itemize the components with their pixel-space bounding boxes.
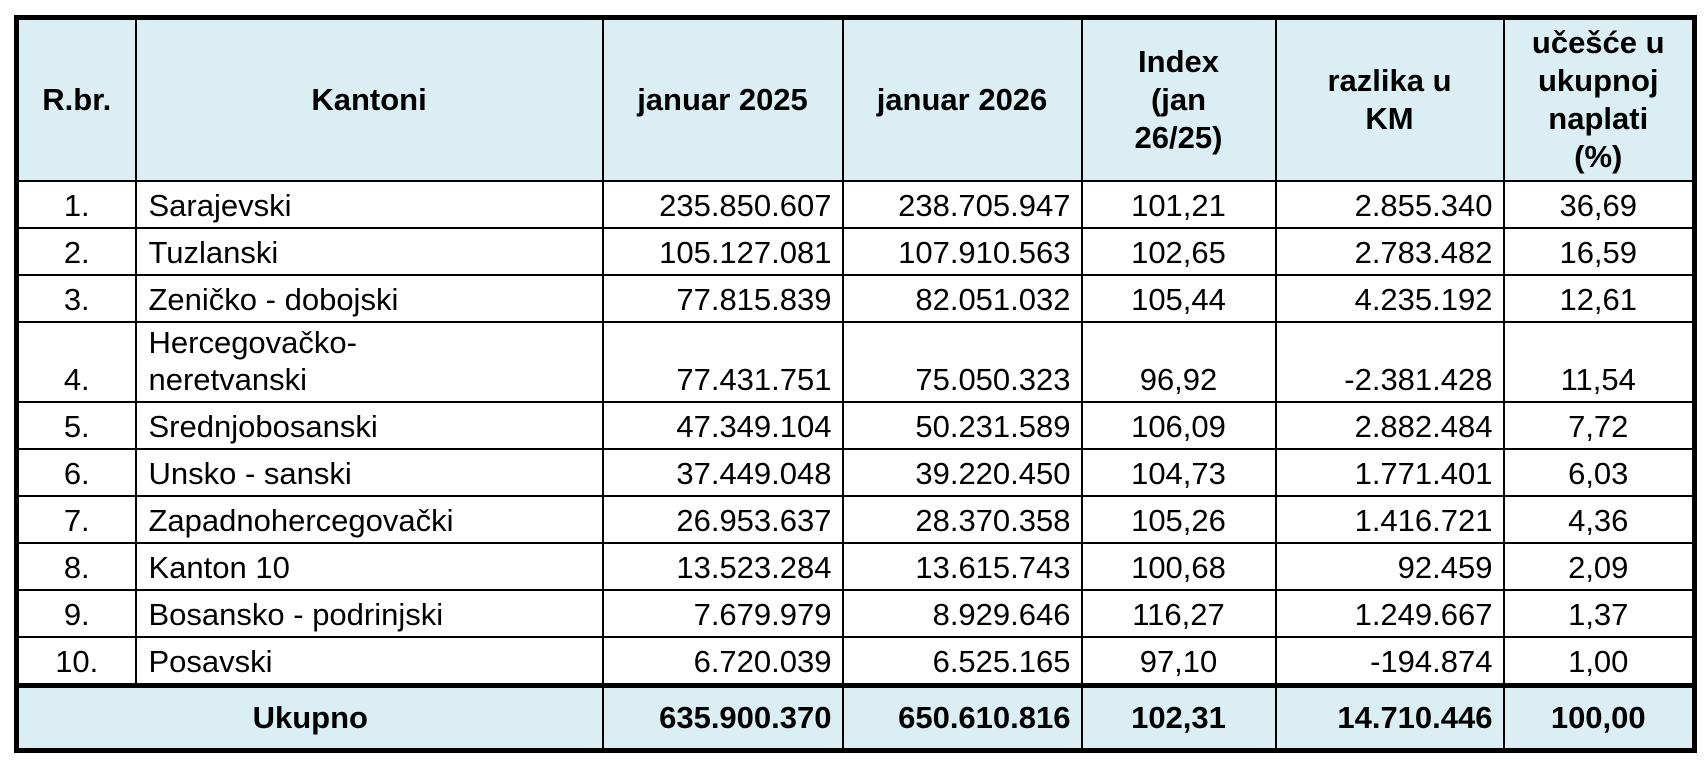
jan2026-cell: 28.370.358: [841, 495, 1083, 544]
header-row: R.br. Kantoni januar 2025 januar 2026 In…: [15, 16, 1696, 182]
jan2025-cell: 77.431.751: [601, 321, 844, 403]
index-cell: 104,73: [1080, 448, 1277, 497]
index-cell: 105,26: [1080, 495, 1277, 544]
row-number-cell: 7.: [15, 495, 137, 544]
header-kantoni: Kantoni: [134, 16, 604, 182]
razlika-cell: 1.416.721: [1274, 495, 1505, 544]
row-number-cell: 9.: [15, 589, 137, 638]
ucesce-cell: 12,61: [1502, 274, 1696, 323]
ucesce-cell: 6,03: [1502, 448, 1696, 497]
jan2026-cell: 238.705.947: [841, 180, 1083, 229]
total-jan2026-cell: 650.610.816: [841, 683, 1083, 752]
row-number-cell: 8.: [15, 542, 137, 591]
total-jan2025-cell: 635.900.370: [601, 683, 844, 752]
index-cell: 100,68: [1080, 542, 1277, 591]
index-cell: 97,10: [1080, 636, 1277, 687]
index-cell: 116,27: [1080, 589, 1277, 638]
row-number-cell: 6.: [15, 448, 137, 497]
table-body: 1. Sarajevski 235.850.607 238.705.947 10…: [15, 180, 1696, 752]
jan2026-cell: 39.220.450: [841, 448, 1083, 497]
total-row: Ukupno 635.900.370 650.610.816 102,31 14…: [15, 683, 1696, 752]
table-row: 2. Tuzlanski 105.127.081 107.910.563 102…: [15, 227, 1696, 276]
table-row: 10. Posavski 6.720.039 6.525.165 97,10 -…: [15, 636, 1696, 687]
razlika-cell: 4.235.192: [1274, 274, 1505, 323]
table-header: R.br. Kantoni januar 2025 januar 2026 In…: [15, 16, 1696, 182]
row-number-cell: 4.: [15, 321, 137, 403]
row-number-cell: 5.: [15, 401, 137, 450]
ucesce-cell: 1,00: [1502, 636, 1696, 687]
ucesce-cell: 1,37: [1502, 589, 1696, 638]
jan2025-cell: 6.720.039: [601, 636, 844, 687]
table-row: 4. Hercegovačko- neretvanski 77.431.751 …: [15, 321, 1696, 403]
jan2026-cell: 82.051.032: [841, 274, 1083, 323]
header-rbr: R.br.: [15, 16, 137, 182]
ucesce-cell: 7,72: [1502, 401, 1696, 450]
row-number-cell: 1.: [15, 180, 137, 229]
canton-cell: Sarajevski: [134, 180, 604, 229]
jan2026-cell: 50.231.589: [841, 401, 1083, 450]
canton-cell: Hercegovačko- neretvanski: [134, 321, 604, 403]
jan2025-cell: 26.953.637: [601, 495, 844, 544]
cantons-collection-table: R.br. Kantoni januar 2025 januar 2026 In…: [14, 15, 1697, 753]
canton-cell: Kanton 10: [134, 542, 604, 591]
razlika-cell: 2.882.484: [1274, 401, 1505, 450]
ucesce-cell: 11,54: [1502, 321, 1696, 403]
jan2025-cell: 37.449.048: [601, 448, 844, 497]
jan2025-cell: 7.679.979: [601, 589, 844, 638]
canton-cell: Zeničko - dobojski: [134, 274, 604, 323]
jan2026-cell: 75.050.323: [841, 321, 1083, 403]
index-cell: 102,65: [1080, 227, 1277, 276]
table-row: 6. Unsko - sanski 37.449.048 39.220.450 …: [15, 448, 1696, 497]
canton-cell: Bosansko - podrinjski: [134, 589, 604, 638]
ucesce-cell: 2,09: [1502, 542, 1696, 591]
header-index: Index (jan 26/25): [1080, 16, 1277, 182]
index-cell: 105,44: [1080, 274, 1277, 323]
jan2026-cell: 6.525.165: [841, 636, 1083, 687]
canton-cell: Srednjobosanski: [134, 401, 604, 450]
ucesce-cell: 16,59: [1502, 227, 1696, 276]
header-januar-2026: januar 2026: [841, 16, 1083, 182]
table-row: 3. Zeničko - dobojski 77.815.839 82.051.…: [15, 274, 1696, 323]
jan2026-cell: 107.910.563: [841, 227, 1083, 276]
jan2025-cell: 235.850.607: [601, 180, 844, 229]
total-index-cell: 102,31: [1080, 683, 1277, 752]
index-cell: 106,09: [1080, 401, 1277, 450]
canton-cell: Unsko - sanski: [134, 448, 604, 497]
header-razlika-km: razlika u KM: [1274, 16, 1505, 182]
row-number-cell: 2.: [15, 227, 137, 276]
canton-cell: Zapadnohercegovački: [134, 495, 604, 544]
razlika-cell: 92.459: [1274, 542, 1505, 591]
row-number-cell: 3.: [15, 274, 137, 323]
jan2025-cell: 105.127.081: [601, 227, 844, 276]
jan2025-cell: 77.815.839: [601, 274, 844, 323]
index-cell: 101,21: [1080, 180, 1277, 229]
razlika-cell: 1.249.667: [1274, 589, 1505, 638]
header-ucesce: učešće u ukupnoj naplati (%): [1502, 16, 1696, 182]
jan2025-cell: 47.349.104: [601, 401, 844, 450]
razlika-cell: -2.381.428: [1274, 321, 1505, 403]
table-row: 7. Zapadnohercegovački 26.953.637 28.370…: [15, 495, 1696, 544]
index-cell: 96,92: [1080, 321, 1277, 403]
header-januar-2025: januar 2025: [601, 16, 844, 182]
razlika-cell: 2.855.340: [1274, 180, 1505, 229]
razlika-cell: -194.874: [1274, 636, 1505, 687]
total-ucesce-cell: 100,00: [1502, 683, 1696, 752]
ucesce-cell: 4,36: [1502, 495, 1696, 544]
total-label-cell: Ukupno: [15, 683, 604, 752]
table-row: 9. Bosansko - podrinjski 7.679.979 8.929…: [15, 589, 1696, 638]
razlika-cell: 2.783.482: [1274, 227, 1505, 276]
jan2026-cell: 8.929.646: [841, 589, 1083, 638]
jan2026-cell: 13.615.743: [841, 542, 1083, 591]
table-row: 8. Kanton 10 13.523.284 13.615.743 100,6…: [15, 542, 1696, 591]
razlika-cell: 1.771.401: [1274, 448, 1505, 497]
row-number-cell: 10.: [15, 636, 137, 687]
canton-cell: Tuzlanski: [134, 227, 604, 276]
jan2025-cell: 13.523.284: [601, 542, 844, 591]
table-row: 1. Sarajevski 235.850.607 238.705.947 10…: [15, 180, 1696, 229]
canton-cell: Posavski: [134, 636, 604, 687]
table-row: 5. Srednjobosanski 47.349.104 50.231.589…: [15, 401, 1696, 450]
ucesce-cell: 36,69: [1502, 180, 1696, 229]
total-razlika-cell: 14.710.446: [1274, 683, 1505, 752]
